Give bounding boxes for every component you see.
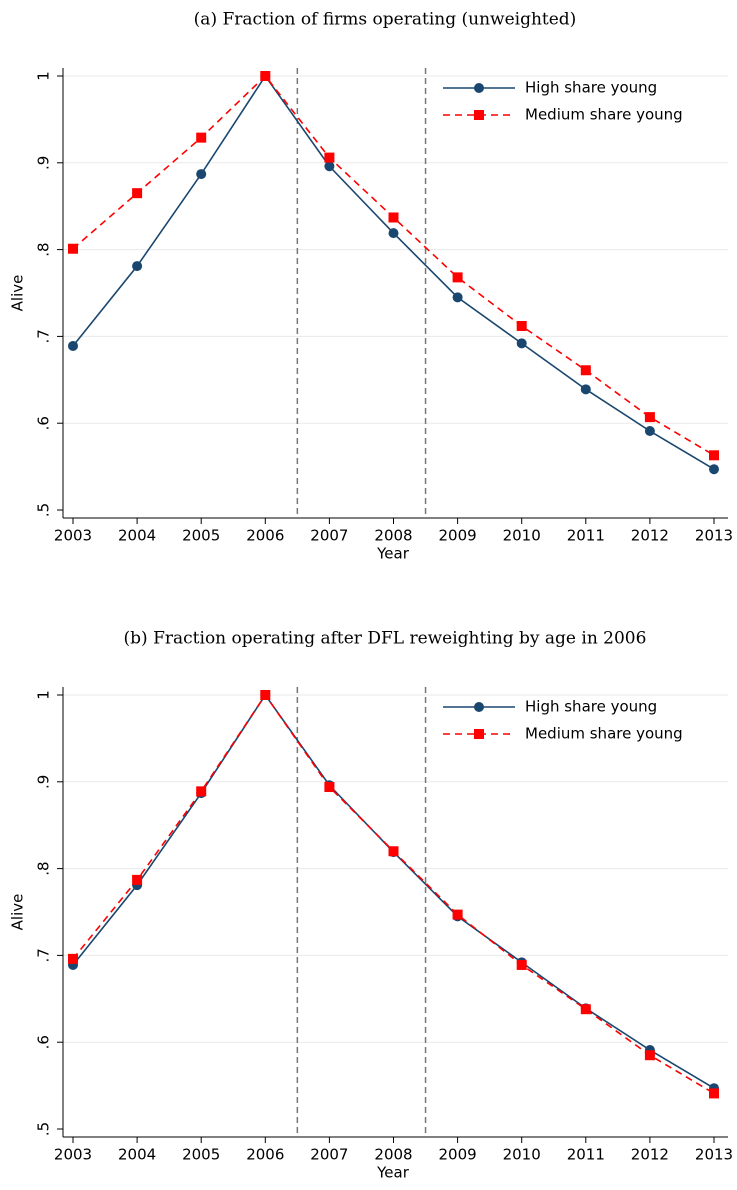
- series-line: [72, 74, 715, 470]
- y-tick-label: .7: [35, 329, 53, 343]
- marker: [132, 188, 143, 199]
- marker: [68, 953, 78, 964]
- legend-label: Medium share young: [525, 106, 683, 124]
- marker: [452, 292, 463, 303]
- marker: [196, 132, 207, 143]
- x-tick-label: 2011: [567, 527, 605, 545]
- x-tick-label: 2005: [182, 527, 220, 545]
- x-tick-label: 2007: [310, 527, 348, 545]
- marker: [709, 1088, 719, 1099]
- x-tick-label: 2013: [695, 527, 733, 545]
- marker: [196, 169, 207, 180]
- legend-label: High share young: [525, 79, 657, 97]
- y-tick-label: .8: [35, 861, 53, 875]
- x-tick-label: 2011: [567, 1146, 605, 1164]
- marker: [516, 320, 527, 331]
- marker: [644, 1050, 655, 1061]
- x-tick-label: 2008: [374, 527, 412, 545]
- marker: [196, 786, 207, 797]
- x-tick-label: 2003: [54, 527, 92, 545]
- chart-title: (a) Fraction of firms operating (unweigh…: [194, 10, 577, 30]
- series-line: [72, 693, 715, 1095]
- chart-title: (b) Fraction operating after DFL reweigh…: [124, 629, 647, 649]
- legend-label: High share young: [525, 698, 657, 716]
- x-tick-label: 2012: [631, 527, 669, 545]
- x-tick-label: 2010: [503, 527, 541, 545]
- x-tick-label: 2004: [118, 1146, 156, 1164]
- x-axis-label: Year: [376, 1164, 410, 1182]
- y-tick-label: .9: [35, 775, 53, 789]
- x-tick-label: 2010: [503, 1146, 541, 1164]
- marker: [132, 874, 143, 885]
- x-tick-label: 2006: [246, 527, 284, 545]
- x-tick-label: 2006: [246, 1146, 284, 1164]
- y-tick-label: .8: [35, 242, 53, 256]
- x-tick-label: 2013: [695, 1146, 733, 1164]
- x-tick-label: 2009: [439, 527, 477, 545]
- marker: [709, 450, 719, 461]
- marker: [516, 959, 527, 970]
- series-line: [72, 693, 715, 1089]
- marker: [452, 909, 463, 920]
- chart: (a) Fraction of firms operating (unweigh…: [9, 10, 734, 563]
- marker: [474, 729, 484, 739]
- marker: [644, 426, 655, 437]
- marker: [452, 272, 463, 283]
- marker: [388, 228, 399, 239]
- x-tick-label: 2005: [182, 1146, 220, 1164]
- marker: [580, 365, 591, 376]
- x-tick-label: 2004: [118, 527, 156, 545]
- marker: [68, 340, 78, 351]
- marker: [324, 161, 335, 172]
- y-tick-label: .6: [35, 1035, 53, 1049]
- legend-label: Medium share young: [525, 725, 683, 743]
- y-axis-label: Alive: [9, 275, 27, 312]
- y-tick-label: .6: [35, 416, 53, 430]
- y-tick-label: .7: [35, 948, 53, 962]
- y-tick-label: 1: [35, 71, 53, 81]
- x-tick-label: 2003: [54, 1146, 92, 1164]
- marker: [580, 1004, 591, 1015]
- marker: [388, 212, 399, 223]
- marker: [132, 261, 143, 272]
- series-line: [72, 74, 715, 457]
- x-axis-label: Year: [376, 545, 410, 563]
- marker: [709, 464, 719, 475]
- marker: [580, 384, 591, 395]
- marker: [324, 152, 335, 163]
- marker: [474, 110, 484, 120]
- x-tick-label: 2009: [439, 1146, 477, 1164]
- marker: [260, 690, 271, 700]
- marker: [516, 338, 527, 349]
- y-tick-label: 1: [35, 690, 53, 700]
- marker: [474, 702, 484, 712]
- y-tick-label: .5: [35, 1122, 53, 1136]
- y-axis-label: Alive: [9, 894, 27, 931]
- marker: [68, 243, 78, 254]
- marker: [388, 846, 399, 857]
- y-tick-label: .9: [35, 156, 53, 170]
- chart: (b) Fraction operating after DFL reweigh…: [9, 629, 734, 1182]
- y-tick-label: .5: [35, 503, 53, 517]
- x-tick-label: 2007: [310, 1146, 348, 1164]
- x-tick-label: 2008: [374, 1146, 412, 1164]
- marker: [324, 782, 335, 793]
- marker: [260, 71, 271, 81]
- marker: [474, 83, 484, 93]
- marker: [644, 412, 655, 423]
- x-tick-label: 2012: [631, 1146, 669, 1164]
